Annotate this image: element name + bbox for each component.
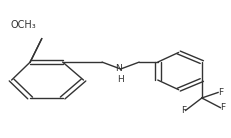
Text: OCH₃: OCH₃ <box>10 20 36 30</box>
Text: H: H <box>117 75 124 83</box>
Text: F: F <box>180 106 185 115</box>
Text: F: F <box>217 88 222 97</box>
Text: N: N <box>114 64 121 73</box>
Text: F: F <box>219 103 224 112</box>
